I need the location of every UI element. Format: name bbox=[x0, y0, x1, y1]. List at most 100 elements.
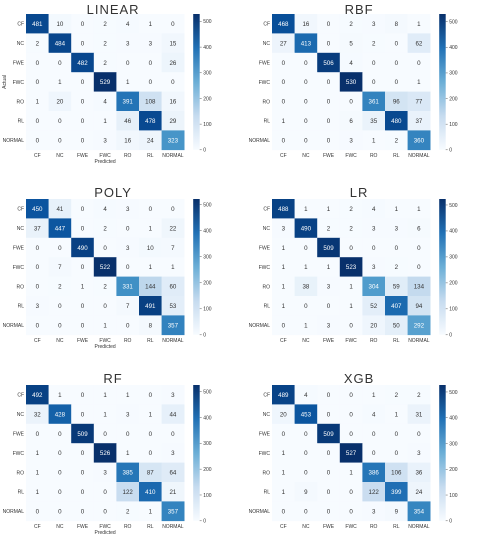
heatmap-cell bbox=[385, 315, 408, 336]
colorbar bbox=[439, 14, 446, 150]
colorbar-tick-label: 200 bbox=[203, 96, 212, 102]
x-tick-label: CF bbox=[34, 338, 41, 344]
cell-value-label: 410 bbox=[145, 489, 156, 496]
cell-value-label: 0 bbox=[149, 206, 153, 213]
cell-value-label: 399 bbox=[391, 489, 402, 496]
cell-value-label: 1 bbox=[395, 206, 399, 213]
cell-value-label: 0 bbox=[36, 431, 40, 438]
cell-value-label: 1 bbox=[372, 392, 376, 399]
cell-value-label: 1 bbox=[304, 322, 308, 329]
cell-value-label: 24 bbox=[415, 489, 422, 496]
heatmap-cell bbox=[339, 130, 363, 151]
cell-value-label: 0 bbox=[58, 245, 62, 252]
heatmap-cell bbox=[93, 315, 117, 336]
cell-value-label: 0 bbox=[349, 322, 353, 329]
cell-value-label: 391 bbox=[123, 99, 134, 106]
heatmap-cell bbox=[272, 296, 295, 316]
heatmap-cell bbox=[26, 72, 49, 92]
cell-value-label: 0 bbox=[36, 79, 40, 86]
heatmap-cell bbox=[339, 52, 363, 73]
cell-value-label: 0 bbox=[81, 489, 85, 496]
heatmap-cell bbox=[93, 257, 117, 277]
heatmap-title: POLY bbox=[94, 185, 132, 200]
heatmap-cell bbox=[116, 237, 140, 258]
heatmap-cell bbox=[71, 462, 95, 483]
heatmap-cell bbox=[362, 296, 386, 316]
heatmap-cell bbox=[161, 276, 185, 297]
x-tick-label: RL bbox=[393, 524, 400, 530]
cell-value-label: 0 bbox=[304, 431, 308, 438]
cell-value-label: 2 bbox=[372, 40, 376, 47]
heatmap-cell bbox=[317, 14, 341, 34]
heatmap-cell bbox=[294, 296, 318, 316]
heatmap-cell bbox=[294, 482, 318, 502]
cell-value-label: 0 bbox=[149, 392, 153, 399]
cell-value-label: 1 bbox=[395, 411, 399, 418]
cell-value-label: 0 bbox=[58, 470, 62, 477]
heatmap-cell bbox=[339, 14, 363, 34]
heatmap-cell bbox=[272, 404, 295, 425]
cell-value-label: 1 bbox=[149, 264, 153, 271]
cell-value-label: 0 bbox=[81, 264, 85, 271]
cell-value-label: 0 bbox=[304, 99, 308, 106]
y-tick-label: NC bbox=[263, 412, 271, 418]
cell-value-label: 9 bbox=[304, 489, 308, 496]
heatmap-cell bbox=[317, 257, 341, 277]
heatmap-cell bbox=[116, 276, 140, 297]
cell-value-label: 509 bbox=[77, 431, 88, 438]
heatmap-cell bbox=[93, 130, 117, 151]
cell-value-label: 0 bbox=[126, 431, 130, 438]
x-tick-label: NORMAL bbox=[162, 153, 184, 159]
heatmap-cell bbox=[272, 443, 295, 463]
cell-value-label: 0 bbox=[327, 99, 331, 106]
cell-value-label: 62 bbox=[415, 40, 422, 47]
heatmap-cell bbox=[48, 443, 72, 463]
cell-value-label: 0 bbox=[282, 431, 286, 438]
cell-value-label: 134 bbox=[414, 284, 425, 291]
heatmap-cell bbox=[71, 443, 95, 463]
cell-value-label: 2 bbox=[36, 40, 40, 47]
y-tick-label: RO bbox=[263, 470, 271, 476]
cell-value-label: 0 bbox=[58, 431, 62, 438]
cell-value-label: 0 bbox=[282, 79, 286, 86]
heatmap-cell bbox=[339, 72, 363, 92]
x-tick-label: NC bbox=[302, 153, 310, 159]
y-tick-label: RO bbox=[17, 284, 25, 290]
y-tick-label: CF bbox=[263, 22, 270, 28]
heatmap-cell bbox=[139, 462, 162, 483]
heatmap-cell bbox=[385, 423, 408, 444]
heatmap-cell bbox=[26, 199, 49, 219]
heatmap-cell bbox=[339, 404, 363, 425]
x-tick-label: RO bbox=[124, 153, 132, 159]
x-tick-label: NORMAL bbox=[162, 338, 184, 344]
heatmap-cell bbox=[385, 72, 408, 92]
heatmap-cell bbox=[71, 111, 95, 131]
heatmap-cell bbox=[407, 462, 431, 483]
cell-value-label: 122 bbox=[369, 489, 380, 496]
heatmap-cell bbox=[93, 276, 117, 297]
heatmap-title: LINEAR bbox=[87, 2, 140, 17]
y-tick-label: RL bbox=[18, 119, 25, 125]
y-tick-label: NC bbox=[263, 41, 271, 47]
cell-value-label: 0 bbox=[417, 245, 421, 252]
heatmap-cell bbox=[161, 33, 185, 54]
heatmap-title: RBF bbox=[345, 2, 374, 17]
cell-value-label: 1 bbox=[126, 450, 130, 457]
cell-value-label: 361 bbox=[369, 99, 380, 106]
cell-value-label: 428 bbox=[55, 411, 66, 418]
x-tick-label: NC bbox=[56, 338, 64, 344]
heatmap-cell bbox=[385, 462, 408, 483]
cell-value-label: 0 bbox=[372, 431, 376, 438]
heatmap-cell bbox=[317, 199, 341, 219]
cell-value-label: 0 bbox=[36, 60, 40, 67]
heatmap-cell bbox=[294, 443, 318, 463]
cell-value-label: 0 bbox=[349, 431, 353, 438]
cell-value-label: 52 bbox=[370, 303, 377, 310]
heatmap-cell bbox=[48, 111, 72, 131]
colorbar-tick-label: 100 bbox=[449, 307, 458, 313]
x-tick-label: FWE bbox=[77, 338, 89, 344]
cell-value-label: 0 bbox=[327, 79, 331, 86]
cell-value-label: 20 bbox=[370, 322, 377, 329]
colorbar-tick-label: 300 bbox=[449, 71, 458, 77]
heatmap-cell bbox=[385, 482, 408, 502]
